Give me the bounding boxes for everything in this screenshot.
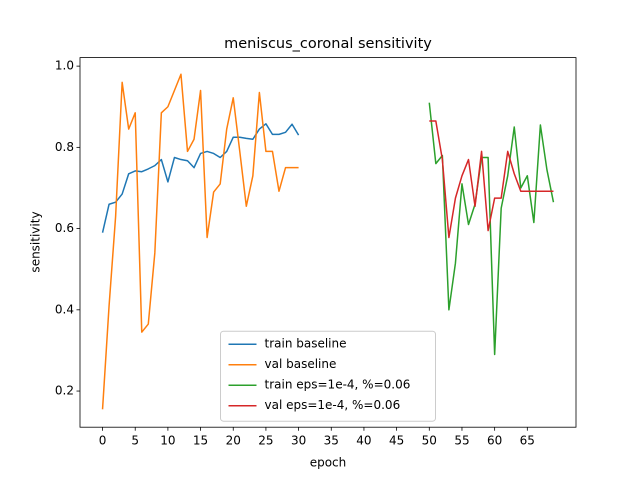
x-tick-label: 45 [389,434,404,448]
series-line [101,123,300,233]
x-tick-label: 5 [131,434,139,448]
legend-box [220,330,436,422]
x-tick-label: 35 [324,434,339,448]
series-line [429,120,554,239]
legend-label: train baseline [265,337,347,351]
plot-frame [79,57,577,428]
y-tick-label: 0.8 [55,140,74,154]
chart-title: meniscus_coronal sensitivity [224,36,432,52]
x-tick-label: 55 [454,434,469,448]
y-tick-label: 0.2 [55,384,74,398]
series-line [101,73,299,410]
y-tick-label: 0.6 [55,221,74,235]
x-axis-label: epoch [310,456,347,470]
legend-label: val baseline [265,357,337,371]
x-tick-label: 60 [487,434,502,448]
legend-label: train eps=1e-4, %=0.06 [265,378,411,392]
x-tick-label: 40 [356,434,371,448]
x-tick-label: 10 [160,434,175,448]
x-tick-label: 15 [193,434,208,448]
series-line [428,102,555,356]
y-axis-label: sensitivity [29,211,43,272]
y-tick-label: 1.0 [55,59,74,73]
x-tick-label: 30 [291,434,306,448]
x-tick-label: 0 [99,434,107,448]
x-tick-label: 20 [226,434,241,448]
x-tick-label: 50 [422,434,437,448]
legend-label: val eps=1e-4, %=0.06 [265,398,401,412]
x-tick-label: 65 [520,434,535,448]
x-tick-label: 25 [258,434,273,448]
y-tick-label: 0.4 [55,302,74,316]
